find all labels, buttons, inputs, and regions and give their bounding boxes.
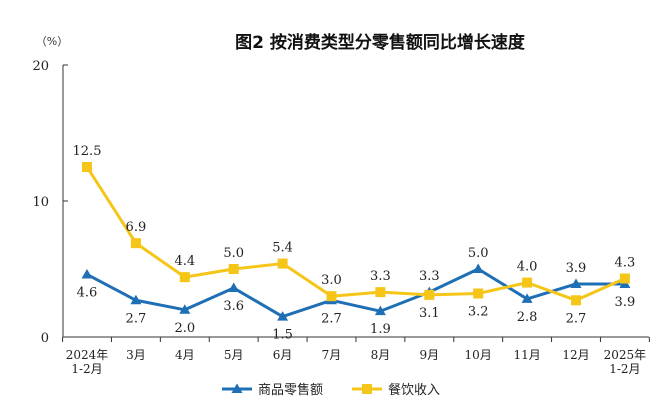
catering-data-point <box>571 295 581 306</box>
retail-data-point <box>228 282 240 293</box>
retail-data-point <box>130 294 142 305</box>
retail-data-point <box>472 263 484 273</box>
retail-data-label: 2.8 <box>517 310 538 325</box>
x-tick-label: 2024年 <box>66 348 109 362</box>
y-tick-label: 20 <box>32 59 49 74</box>
retail-data-label: 3.3 <box>419 269 440 284</box>
retail-data-label: 3.9 <box>615 295 636 310</box>
legend-retail-marker <box>231 383 243 393</box>
catering-data-label: 3.1 <box>419 306 440 321</box>
catering-data-point <box>619 273 630 284</box>
retail-data-point <box>81 268 93 279</box>
x-tick-label: 7月 <box>322 348 342 362</box>
catering-data-label: 4.0 <box>517 260 538 275</box>
x-tick-label: 1-2月 <box>71 362 102 376</box>
retail-data-label: 3.9 <box>566 261 587 276</box>
retail-data-label: 1.9 <box>370 322 391 337</box>
x-tick-label: 9月 <box>419 348 439 362</box>
catering-data-label: 5.0 <box>223 246 244 261</box>
catering-data-label: 3.0 <box>321 273 342 288</box>
catering-data-point <box>179 272 190 283</box>
catering-data-point <box>326 291 337 302</box>
data-labels: 4.6 2.7 2.0 3.6 1.5 2.7 1.9 3.3 5.0 2.8 3.9 3.9 12.5… <box>73 144 636 343</box>
catering-data-label: 5.4 <box>272 241 293 256</box>
catering-data-point <box>424 289 435 300</box>
retail-data-label: 2.0 <box>174 321 195 336</box>
x-tick-label: 11月 <box>513 348 540 362</box>
retail-data-label: 2.7 <box>321 311 342 326</box>
retail-data-point <box>277 311 289 321</box>
retail-data-label: 4.6 <box>77 285 98 300</box>
x-tick-label: 10月 <box>465 348 492 362</box>
y-unit-label: （%） <box>36 35 68 48</box>
x-tick-label: 1-2月 <box>609 362 640 376</box>
legend: 商品零售额 餐饮收入 <box>222 382 440 398</box>
x-tick-label: 2025年 <box>604 348 647 362</box>
x-tick-label: 4月 <box>175 348 195 362</box>
retail-data-label: 1.5 <box>272 328 293 343</box>
catering-data-label: 4.4 <box>174 254 195 269</box>
catering-data-label: 3.3 <box>370 269 391 284</box>
x-tick-label: 12月 <box>562 348 589 362</box>
catering-data-point <box>473 288 484 299</box>
catering-data-point <box>228 264 239 274</box>
retail-data-point <box>521 293 533 303</box>
catering-data-label: 2.7 <box>566 311 587 326</box>
catering-data-point <box>82 162 92 172</box>
retail-data-point <box>179 304 191 314</box>
catering-data-label: 6.9 <box>126 220 147 235</box>
catering-data-point <box>522 277 533 288</box>
catering-data-label: 3.2 <box>468 304 489 319</box>
retail-series-line <box>86 267 625 319</box>
catering-data-label: 12.5 <box>73 144 102 159</box>
catering-data-point <box>375 287 386 298</box>
legend-catering-marker <box>362 384 372 394</box>
retail-data-label: 5.0 <box>468 246 489 261</box>
series-layer <box>81 162 631 321</box>
y-tick-label: 0 <box>41 331 49 346</box>
x-tick-label: 5月 <box>224 348 244 362</box>
catering-data-label: 4.3 <box>615 256 636 271</box>
y-tick-label: 10 <box>32 195 49 210</box>
legend-retail-label: 商品零售额 <box>258 382 323 398</box>
retail-data-label: 2.7 <box>126 311 147 326</box>
retail-data-point <box>570 278 582 288</box>
retail-data-label: 3.6 <box>223 299 244 314</box>
x-tick-label: 8月 <box>371 348 391 362</box>
chart-title: 图2 按消费类型分零售额同比增长速度 <box>235 32 526 53</box>
catering-data-point <box>130 238 141 249</box>
catering-data-point <box>277 258 288 269</box>
retail-data-point <box>374 305 386 316</box>
x-tick-label: 6月 <box>273 348 293 362</box>
catering-series-line <box>85 166 626 302</box>
legend-catering-label: 餐饮收入 <box>388 382 440 398</box>
x-tick-label: 3月 <box>126 348 146 362</box>
